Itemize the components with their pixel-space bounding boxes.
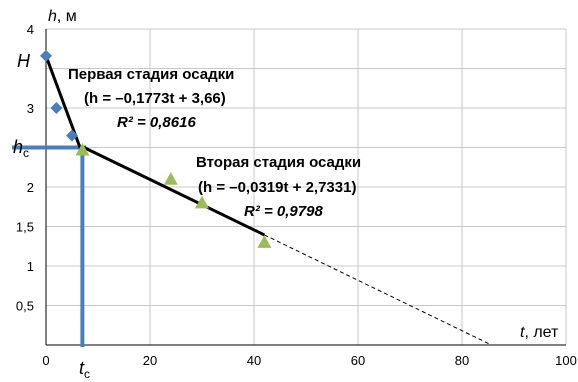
x-axis-unit: , лет — [524, 324, 559, 341]
x-tick-label: 20 — [143, 353, 157, 368]
stage1-r2: R² = 0,8616 — [117, 114, 196, 131]
stage2-title: Вторая стадия осадки — [196, 154, 361, 171]
diamond-point — [66, 129, 78, 142]
tc-sub: с — [84, 367, 90, 381]
triangle-point — [195, 195, 209, 209]
triangle-point — [163, 172, 178, 185]
stage2-equation: (h = –0,0319t + 2,7331) — [198, 179, 356, 196]
y-tick-label: 1 — [27, 259, 34, 274]
y-tick-label: 1,5 — [16, 220, 34, 235]
x-tick-label: 80 — [455, 353, 469, 368]
y-axis-var: h — [48, 8, 57, 25]
trendline-3 — [264, 234, 492, 346]
hc-sub: с — [23, 146, 29, 160]
H-label: H — [17, 51, 31, 71]
y-tick-label: 4 — [27, 22, 34, 37]
x-axis-label: t, лет — [520, 324, 559, 341]
tc-main: t — [79, 358, 85, 378]
triangle-point — [75, 142, 90, 156]
axes — [45, 29, 566, 346]
y-tick-label: 3 — [27, 101, 34, 116]
triangle-point — [257, 235, 272, 248]
diamond-point — [50, 102, 63, 114]
x-tick-label: 60 — [351, 353, 365, 368]
x-tick-label: 100 — [555, 353, 577, 368]
tick-labels: 0 20 40 60 80 100 0,5 1 1,5 2 3 4 — [16, 22, 577, 368]
x-tick-label: 0 — [42, 353, 49, 368]
hc-label: hс — [13, 137, 29, 160]
hc-main: h — [13, 137, 23, 157]
tc-label: tс — [79, 358, 90, 381]
trendline-2 — [81, 145, 266, 237]
x-tick-label: 40 — [247, 353, 261, 368]
y-axis-unit: , м — [57, 8, 77, 25]
gridlines — [46, 28, 567, 345]
trendlines — [44, 55, 492, 346]
stage1-title: Первая стадия осадки — [68, 66, 234, 83]
stage1-equation: (h = –0,1773t + 3,66) — [84, 90, 226, 107]
trendline-1 — [44, 55, 84, 155]
y-tick-label: 2 — [27, 180, 34, 195]
data-points — [40, 49, 272, 248]
y-tick-label: 0,5 — [16, 299, 34, 314]
reference-lines — [12, 145, 87, 347]
x-axis-var: t — [520, 324, 525, 341]
y-axis-label: h, м — [48, 8, 77, 25]
diamond-point — [40, 49, 52, 62]
stage2-r2: R² = 0,9798 — [244, 203, 323, 220]
